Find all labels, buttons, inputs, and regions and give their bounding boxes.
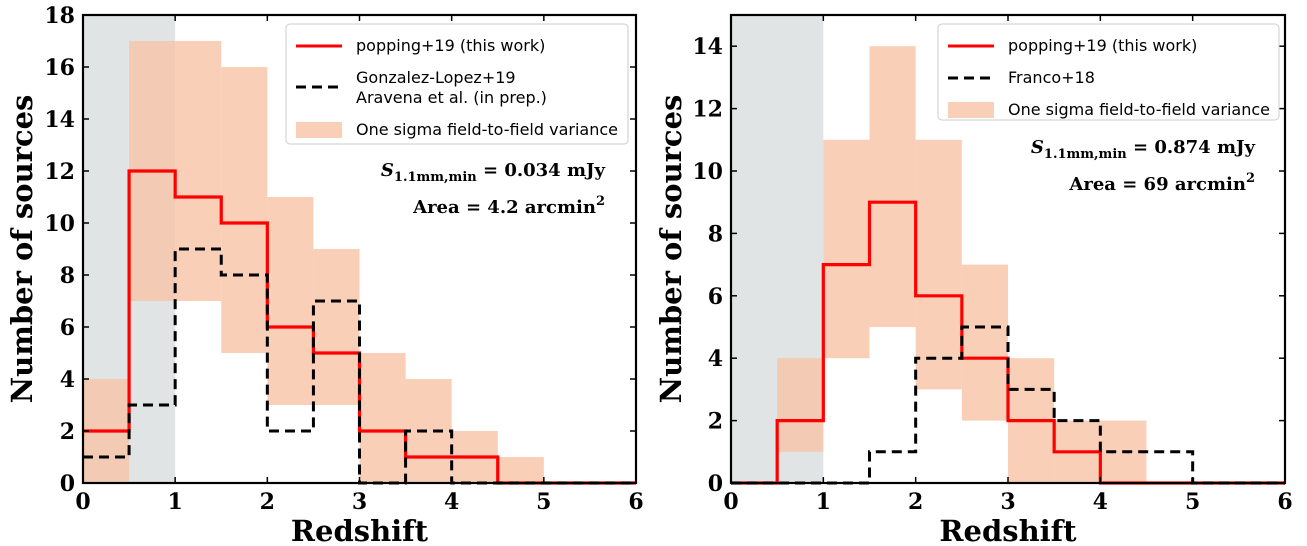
x-tick-label: 1	[816, 489, 831, 515]
y-tick-label: 4	[60, 367, 75, 393]
legend-label: One sigma field-to-field variance	[1008, 100, 1270, 119]
area-annotation: Area = 69 arcmin2	[1068, 171, 1255, 195]
y-axis-label: Number of sources	[654, 95, 688, 404]
y-tick-label: 10	[44, 211, 75, 237]
legend-handle-band	[296, 122, 342, 138]
band-bar	[267, 197, 314, 405]
x-tick-label: 2	[908, 489, 923, 515]
legend-label: Gonzalez-Lopez+19	[356, 68, 516, 87]
x-tick-label: 4	[444, 489, 459, 515]
band-bar	[823, 139, 870, 359]
x-axis-label: Redshift	[291, 514, 429, 546]
band-bar	[405, 379, 452, 483]
series-line-black	[731, 325, 1285, 485]
flux-limit-annotation: S1.1mm,min = 0.034 mJy	[381, 160, 606, 185]
x-tick-label: 5	[536, 489, 551, 515]
y-tick-label: 10	[692, 159, 723, 185]
x-tick-label: 2	[260, 489, 275, 515]
legend: popping+19 (this work) Franco+18 One sigma…	[937, 23, 1280, 121]
y-tick-label: 0	[60, 471, 75, 497]
y-tick-label: 4	[708, 346, 723, 372]
band-bar	[961, 264, 1008, 421]
y-tick-label: 8	[708, 221, 723, 247]
x-tick-label: 4	[1093, 489, 1108, 515]
legend-label: One sigma field-to-field variance	[356, 120, 618, 139]
x-axis-label: Redshift	[939, 514, 1077, 546]
band-bar	[915, 139, 962, 390]
x-tick-label: 1	[168, 489, 183, 515]
y-tick-label: 14	[692, 34, 723, 60]
x-tick-label: 0	[75, 489, 90, 515]
y-tick-label: 0	[708, 471, 723, 497]
band-bar	[175, 41, 222, 301]
legend-label: popping+19 (this work)	[1008, 36, 1197, 55]
legend-box	[937, 23, 1280, 121]
y-tick-label: 8	[60, 263, 75, 289]
y-tick-label: 6	[708, 284, 723, 310]
legend-label: Franco+18	[1008, 68, 1095, 87]
x-tick-label: 5	[1185, 489, 1200, 515]
y-tick-label: 12	[692, 97, 723, 123]
y-axis-label: Number of sources	[5, 95, 39, 404]
band-bar	[869, 46, 916, 327]
flux-limit-annotation: S1.1mm,min = 0.874 mJy	[1031, 137, 1256, 162]
y-tick-label: 2	[708, 409, 723, 435]
band-bar	[359, 353, 406, 483]
y-tick-label: 18	[44, 3, 75, 29]
band-bar	[221, 67, 268, 353]
band-bar	[497, 457, 544, 483]
legend-label: Aravena et al. (in prep.)	[356, 88, 547, 107]
series-line-red	[83, 169, 636, 485]
legend-handle-band	[948, 102, 994, 118]
band-bar	[313, 249, 360, 405]
x-tick-label: 3	[352, 489, 367, 515]
legend-box	[285, 23, 629, 145]
legend: popping+19 (this work) Gonzalez-Lopez+19A…	[285, 23, 629, 145]
y-tick-label: 12	[44, 159, 75, 185]
y-tick-label: 16	[44, 55, 75, 81]
x-tick-label: 3	[1000, 489, 1015, 515]
legend-label: popping+19 (this work)	[356, 36, 545, 55]
x-tick-label: 6	[628, 489, 643, 515]
area-annotation: Area = 4.2 arcmin2	[412, 194, 605, 218]
x-tick-label: 6	[1277, 489, 1292, 515]
y-tick-label: 6	[60, 315, 75, 341]
x-tick-label: 0	[723, 489, 738, 515]
y-tick-label: 14	[44, 107, 75, 133]
band-bar	[777, 358, 824, 452]
y-tick-label: 2	[60, 419, 75, 445]
